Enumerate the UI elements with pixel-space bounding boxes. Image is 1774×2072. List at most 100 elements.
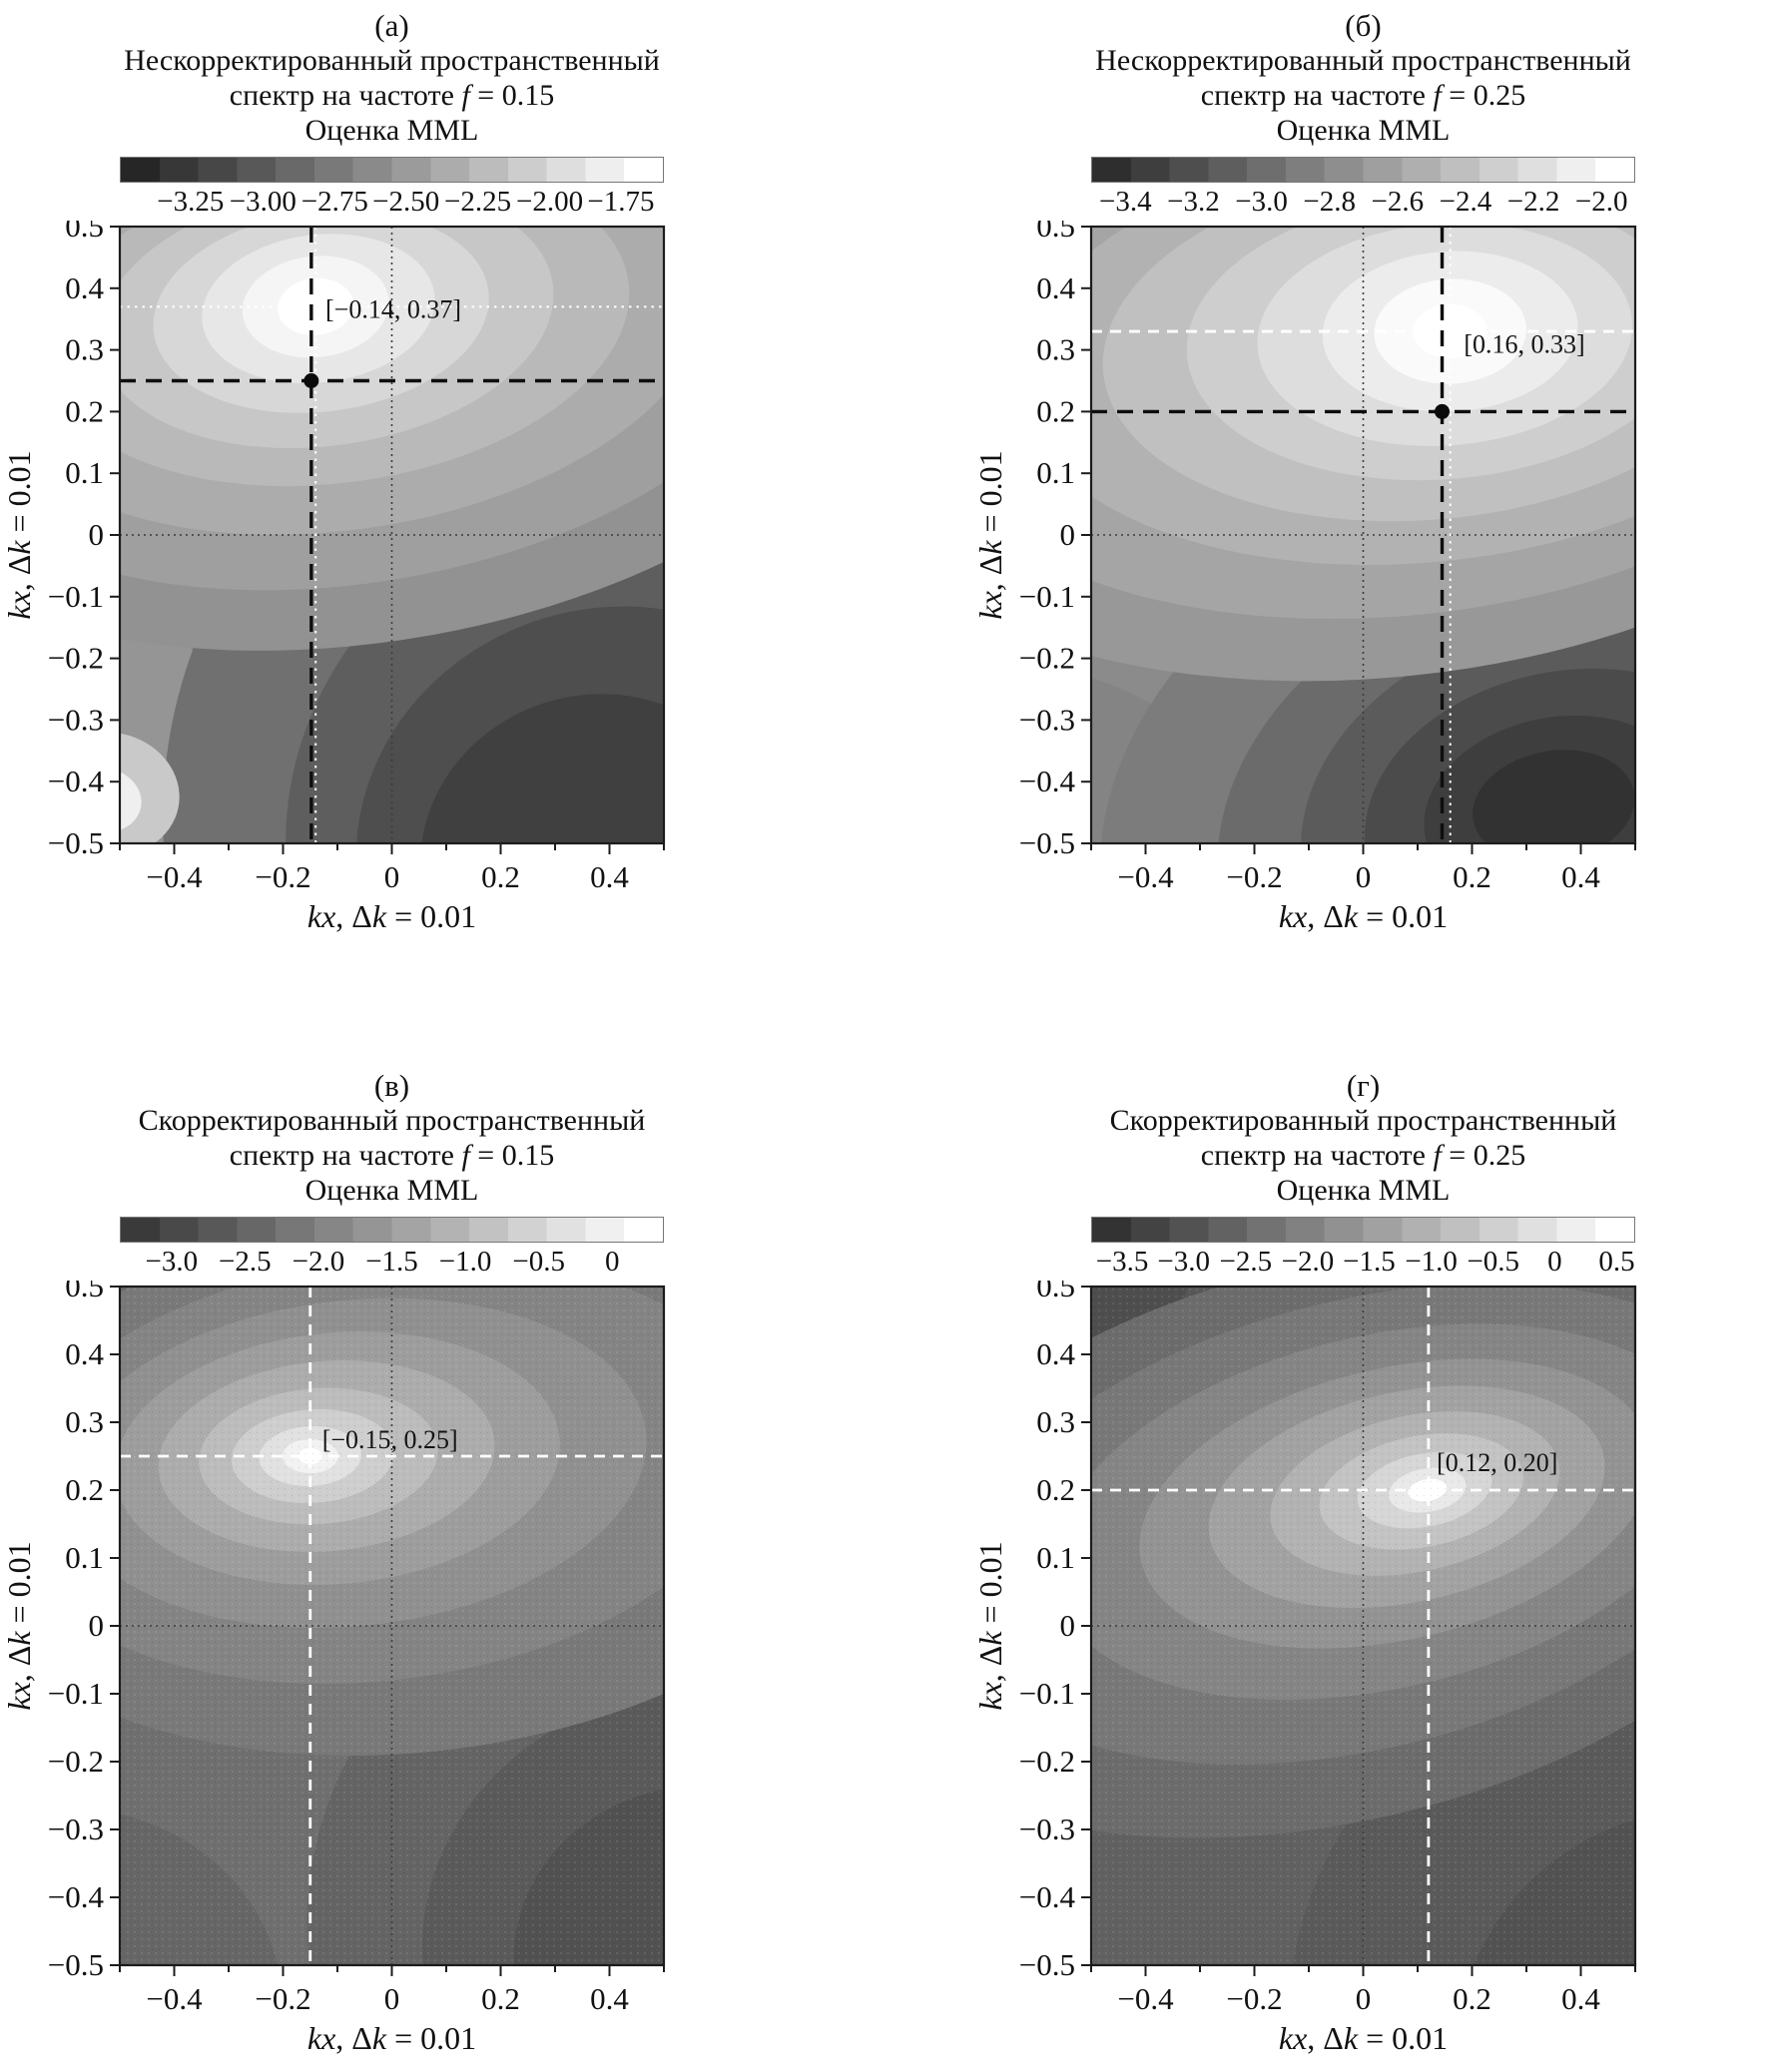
y-tick-label: 0.1 — [65, 1540, 104, 1575]
x-tick-label: 0 — [384, 1981, 400, 2016]
y-tick-label: −0.5 — [1019, 1947, 1075, 1982]
x-axis-label: kx, Δk = 0.01 — [307, 2020, 476, 2056]
contour-field — [120, 227, 664, 844]
title-line2-post: = 0.15 — [469, 1138, 555, 1172]
colorbar-tick-label: −2.2 — [1506, 186, 1560, 219]
colorbar-a-ticks: −3.25 −3.00 −2.75 −2.50 −2.25 −2.00 −1.75 — [120, 183, 664, 221]
y-axis-label: kx, Δk = 0.01 — [972, 451, 1008, 620]
colorbar-tick-label: −1.0 — [1405, 1246, 1458, 1279]
title-line2-pre: спектр на частоте — [1200, 78, 1434, 112]
colorbar-tick-label: −1.0 — [438, 1246, 492, 1279]
y-tick-label: 0.5 — [1036, 1281, 1075, 1303]
y-tick-label: −0.3 — [1019, 703, 1075, 738]
colorbar-tick-label: 0.5 — [1598, 1246, 1635, 1279]
x-tick-label: 0.2 — [481, 859, 520, 894]
colorbar-tick-label: −1.5 — [365, 1246, 418, 1279]
x-tick-label: 0 — [1356, 1981, 1372, 2016]
title-line2-pre: спектр на частоте — [229, 78, 462, 112]
colorbar-tick-label: −2.0 — [1574, 186, 1628, 219]
panel-g-header: (г) Скорректированный пространственный с… — [1091, 1068, 1635, 1208]
colorbar-tick-label: −2.4 — [1439, 186, 1492, 219]
plot-border — [118, 226, 666, 845]
colorbar-tick-label: −3.2 — [1167, 186, 1220, 219]
y-tick-label: −0.5 — [1019, 825, 1075, 860]
title-line2-post: = 0.25 — [1441, 78, 1526, 112]
x-tick-label: 0 — [384, 859, 400, 894]
y-tick-label: 0.5 — [1036, 221, 1075, 244]
y-tick-label: −0.3 — [48, 703, 104, 738]
y-tick-label: 0 — [89, 517, 105, 552]
colorbar-tick-label: −2.0 — [292, 1246, 345, 1279]
peak-annotation: [0.16, 0.33] — [1464, 330, 1584, 359]
title-line1: Скорректированный пространственный — [1109, 1103, 1617, 1137]
panel-v-title: Скорректированный пространственный спект… — [120, 1104, 664, 1208]
x-tick-label: −0.2 — [1226, 1981, 1282, 2016]
panel-v-header: (в) Скорректированный пространственный с… — [120, 1068, 664, 1208]
panel-b-header: (б) Нескорректированный пространственный… — [1091, 8, 1635, 148]
colorbar-tick-label: −0.5 — [1467, 1246, 1520, 1279]
panel-v-tag: (в) — [373, 1068, 410, 1103]
title-f-symbol: f — [1433, 1138, 1442, 1172]
title-line2-post: = 0.25 — [1441, 1138, 1526, 1172]
colorbar-g — [1091, 1217, 1635, 1244]
plot-border — [1089, 226, 1637, 845]
panel-a-header: (а) Нескорректированный пространственный… — [120, 8, 664, 148]
y-tick-label: −0.3 — [48, 1812, 104, 1846]
colorbar-tick-label: −3.4 — [1099, 186, 1152, 219]
panel-g-tag: (г) — [1346, 1068, 1381, 1103]
colorbar-tick-label: −3.0 — [145, 1246, 199, 1279]
panel-b: (б) Нескорректированный пространственный… — [887, 8, 1774, 1068]
y-tick-label: 0 — [89, 1608, 105, 1643]
contour-band — [355, 606, 664, 844]
colorbar-tick-label: −3.25 — [157, 186, 225, 219]
panel-g: (г) Скорректированный пространственный с… — [887, 1068, 1774, 2072]
y-tick-label: 0.1 — [65, 456, 104, 491]
colorbar-tick-label: −2.5 — [219, 1246, 272, 1279]
x-axis-label: kx, Δk = 0.01 — [1279, 898, 1448, 934]
colorbar-tick-label: −3.0 — [1157, 1246, 1210, 1279]
estimator-title: Оценка MML — [304, 113, 479, 147]
colorbar-b — [1091, 157, 1635, 184]
y-tick-label: 0.3 — [1036, 332, 1075, 367]
y-tick-label: 0.4 — [1036, 1336, 1075, 1371]
panel-a: (а) Нескорректированный пространственный… — [0, 8, 887, 1068]
plot-svg-g: [0.12, 0.20] 0.5 0.4 0.3 0.2 0.1 0 −0.1 −0.2 −0.3… — [972, 1269, 1637, 2056]
estimator-title: Оценка MML — [1276, 113, 1451, 147]
peak-annotation: [−0.14, 0.37] — [325, 295, 461, 324]
y-tick-label: 0.2 — [65, 394, 104, 429]
x-tick-label: 0.4 — [1561, 859, 1600, 894]
colorbar-tick-label: −3.5 — [1095, 1246, 1149, 1279]
x-axis-label: kx, Δk = 0.01 — [307, 898, 476, 934]
estimator-title: Оценка MML — [304, 1173, 479, 1207]
y-axis-label: kx, Δk = 0.01 — [1, 1542, 37, 1711]
x-tick-label: 0.4 — [590, 859, 629, 894]
y-tick-label: 0 — [1060, 517, 1076, 552]
panel-g-title: Скорректированный пространственный спект… — [1091, 1104, 1635, 1208]
contour-field — [1091, 227, 1635, 844]
y-axis-label: kx, Δk = 0.01 — [1, 451, 37, 620]
y-tick-label: −0.2 — [48, 1744, 104, 1779]
reference-marker-dot — [1435, 404, 1451, 420]
colorbar-tick-label: −2.75 — [300, 186, 368, 219]
y-tick-label: 0.5 — [65, 221, 104, 244]
colorbar-tick-label: −3.0 — [1235, 186, 1288, 219]
colorbar-tick-label: −2.8 — [1303, 186, 1357, 219]
y-tick-label: −0.4 — [1019, 765, 1076, 799]
y-tick-label: 0.4 — [65, 1336, 104, 1371]
contour-plot-a: [−0.14, 0.37] 0.5 0.4 0.3 0.2 0.1 0 −0.1 −0.2 −0.… — [0, 209, 887, 935]
title-line2-pre: спектр на частоте — [1200, 1138, 1434, 1172]
contour-field — [120, 1287, 664, 1966]
panel-b-title: Нескорректированный пространственный спе… — [1091, 44, 1635, 148]
y-tick-label: −0.2 — [1019, 1744, 1075, 1779]
contour-plot-g: [0.12, 0.20] 0.5 0.4 0.3 0.2 0.1 0 −0.1 −0.2 −0.3… — [971, 1269, 1774, 2057]
y-axis-label: kx, Δk = 0.01 — [972, 1542, 1008, 1711]
colorbar-tick-label: 0 — [604, 1246, 620, 1279]
colorbar-tick-label: −2.6 — [1371, 186, 1425, 219]
title-line1: Скорректированный пространственный — [138, 1103, 646, 1137]
y-tick-label: 0.1 — [1036, 456, 1075, 491]
colorbar-tick-label: −2.00 — [515, 186, 584, 219]
x-tick-label: −0.4 — [146, 1981, 203, 2016]
colorbar-tick-label: −2.25 — [444, 186, 512, 219]
colorbar-tick-label: −3.00 — [229, 186, 296, 219]
